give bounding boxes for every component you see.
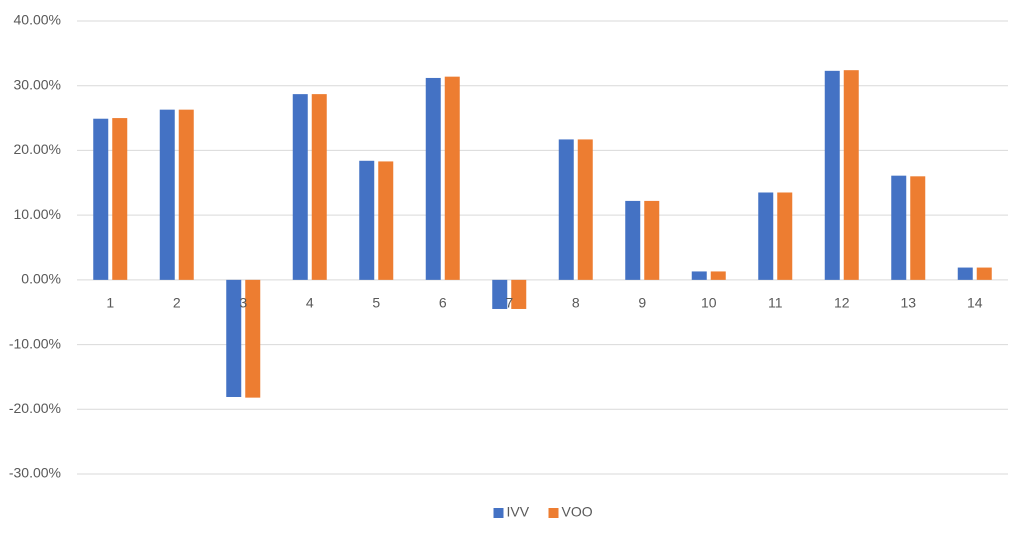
- y-tick-label: 10.00%: [14, 206, 61, 222]
- bar: [577, 139, 593, 280]
- bar: [159, 109, 175, 280]
- bar: [292, 94, 308, 280]
- x-tick-label: 4: [306, 295, 314, 311]
- x-tick-label: 5: [372, 295, 380, 311]
- x-tick-label: 11: [768, 295, 783, 311]
- x-tick-label: 14: [967, 295, 983, 311]
- x-tick-label: 12: [834, 295, 850, 311]
- bar: [910, 176, 926, 280]
- bar: [891, 175, 907, 280]
- bar: [444, 76, 460, 280]
- bar: [359, 160, 375, 280]
- bar: [843, 70, 859, 280]
- bar: [777, 192, 793, 280]
- bar: [311, 94, 327, 280]
- bar: [625, 200, 641, 280]
- bar: [425, 77, 441, 280]
- bar: [644, 200, 660, 280]
- x-tick-label: 3: [239, 295, 247, 311]
- bar: [245, 279, 261, 398]
- bar: [511, 279, 527, 309]
- y-tick-label: -20.00%: [9, 400, 61, 416]
- bar: [710, 271, 726, 280]
- y-tick-label: 30.00%: [14, 76, 61, 92]
- bar: [976, 267, 992, 280]
- y-tick-label: -10.00%: [9, 335, 61, 351]
- x-tick-label: 13: [900, 295, 916, 311]
- y-tick-label: -30.00%: [9, 465, 61, 481]
- legend-label: IVV: [507, 504, 530, 520]
- bar: [93, 118, 109, 280]
- y-tick-label: 40.00%: [14, 12, 61, 28]
- x-tick-label: 1: [106, 295, 114, 311]
- bar: [824, 70, 840, 280]
- x-tick-label: 10: [701, 295, 717, 311]
- bar: [492, 279, 508, 309]
- bar: [178, 109, 194, 280]
- bar: [758, 192, 774, 280]
- legend-swatch: [548, 508, 559, 518]
- x-tick-label: 2: [173, 295, 181, 311]
- bar: [378, 161, 394, 280]
- x-tick-label: 8: [572, 295, 580, 311]
- x-tick-label: 9: [638, 295, 646, 311]
- y-tick-label: 20.00%: [14, 141, 61, 157]
- bar: [691, 271, 707, 280]
- legend-swatch: [493, 508, 504, 518]
- legend-label: VOO: [562, 504, 593, 520]
- bar: [112, 118, 128, 280]
- bar: [957, 267, 973, 280]
- x-tick-label: 7: [505, 295, 513, 311]
- bar: [226, 279, 242, 397]
- y-tick-label: 0.00%: [21, 271, 61, 287]
- x-tick-label: 6: [439, 295, 447, 311]
- bar: [558, 139, 574, 280]
